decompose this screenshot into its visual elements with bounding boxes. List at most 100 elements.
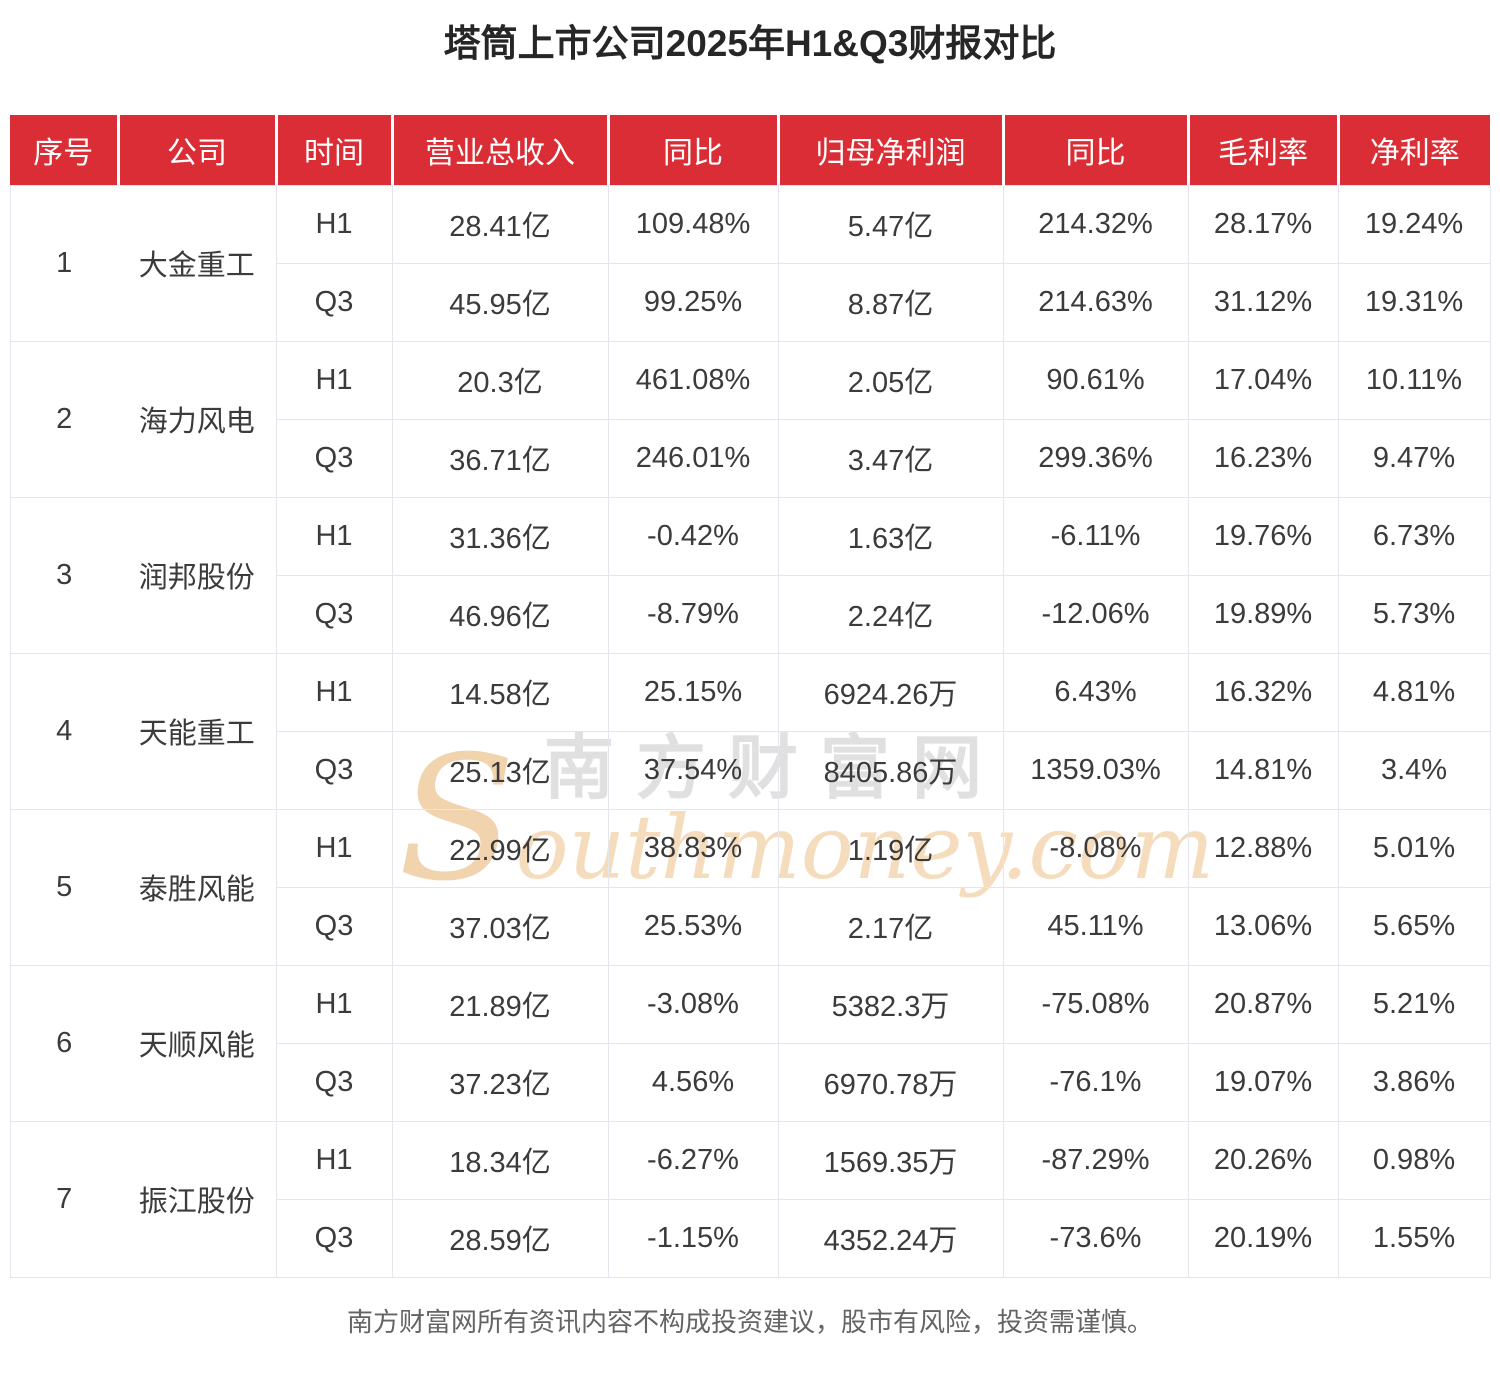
cell-profit-yoy: -76.1% [1002, 1042, 1189, 1122]
cell-net-margin: 10.11% [1337, 340, 1491, 420]
cell-period: H1 [275, 184, 393, 264]
cell-profit-yoy: 45.11% [1002, 886, 1189, 966]
cell-company-index: 6 [9, 964, 118, 1122]
cell-revenue-yoy: -0.42% [607, 496, 779, 576]
cell-revenue: 28.41亿 [391, 184, 609, 264]
cell-gross-margin: 19.07% [1187, 1042, 1339, 1122]
cell-gross-margin: 14.81% [1187, 730, 1339, 810]
table-row: 4 天能重工 H1 14.58亿 25.15% 6924.26万 6.43% 1… [9, 652, 1491, 810]
cell-net-margin: 3.4% [1337, 730, 1491, 810]
table-row: Q3 36.71亿 246.01% 3.47亿 299.36% 16.23% 9… [10, 418, 1491, 498]
cell-gross-margin: 20.26% [1187, 1120, 1339, 1200]
cell-revenue-yoy: 109.48% [607, 184, 779, 264]
cell-profit-yoy: -8.08% [1002, 808, 1189, 888]
cell-revenue: 46.96亿 [391, 574, 609, 654]
cell-profit-yoy: 6.43% [1002, 652, 1189, 732]
table-row: Q3 28.59亿 -1.15% 4352.24万 -73.6% 20.19% … [10, 1198, 1491, 1278]
table-row: Q3 46.96亿 -8.79% 2.24亿 -12.06% 19.89% 5.… [10, 574, 1491, 654]
cell-company-index: 1 [9, 184, 118, 342]
cell-company-name: 天顺风能 [118, 964, 277, 1122]
cell-period: Q3 [275, 418, 393, 498]
cell-revenue-yoy: 25.15% [607, 652, 779, 732]
cell-revenue: 21.89亿 [391, 964, 609, 1044]
cell-revenue: 45.95亿 [391, 262, 609, 342]
cell-company-index: 7 [9, 1120, 118, 1278]
cell-revenue: 14.58亿 [391, 652, 609, 732]
cell-gross-margin: 20.19% [1187, 1198, 1339, 1278]
cell-company-index: 3 [9, 496, 118, 654]
table-row: Q3 37.03亿 25.53% 2.17亿 45.11% 13.06% 5.6… [10, 886, 1491, 966]
table-row: 2 海力风电 H1 20.3亿 461.08% 2.05亿 90.61% 17.… [9, 340, 1491, 498]
cell-revenue-yoy: 246.01% [607, 418, 779, 498]
col-header-revenue-yoy: 同比 [608, 115, 780, 185]
cell-period: Q3 [275, 1198, 393, 1278]
cell-revenue-yoy: 99.25% [607, 262, 779, 342]
cell-revenue-yoy: 4.56% [607, 1042, 779, 1122]
cell-profit-yoy: 299.36% [1002, 418, 1189, 498]
cell-period: H1 [275, 808, 393, 888]
cell-net-margin: 5.73% [1337, 574, 1491, 654]
cell-gross-margin: 20.87% [1187, 964, 1339, 1044]
cell-net-margin: 19.24% [1337, 184, 1491, 264]
cell-net-margin: 5.65% [1337, 886, 1491, 966]
cell-company-name: 海力风电 [118, 340, 277, 498]
cell-net-profit: 6970.78万 [777, 1042, 1004, 1122]
cell-net-profit: 2.24亿 [777, 574, 1004, 654]
table-row: 5 泰胜风能 H1 22.99亿 38.83% 1.19亿 -8.08% 12.… [9, 808, 1491, 966]
cell-revenue-yoy: 38.83% [607, 808, 779, 888]
cell-net-margin: 1.55% [1337, 1198, 1491, 1278]
cell-revenue: 37.23亿 [391, 1042, 609, 1122]
col-header-index: 序号 [10, 115, 120, 185]
cell-revenue: 31.36亿 [391, 496, 609, 576]
page-title: 塔筒上市公司2025年H1&Q3财报对比 [443, 23, 1057, 64]
cell-period: Q3 [275, 1042, 393, 1122]
cell-net-margin: 19.31% [1337, 262, 1491, 342]
cell-period: H1 [275, 964, 393, 1044]
cell-net-margin: 6.73% [1337, 496, 1491, 576]
cell-gross-margin: 16.23% [1187, 418, 1339, 498]
disclaimer-text: 南方财富网所有资讯内容不构成投资建议，股市有风险，投资需谨慎。 [346, 1306, 1153, 1337]
cell-gross-margin: 17.04% [1187, 340, 1339, 420]
cell-gross-margin: 12.88% [1187, 808, 1339, 888]
cell-profit-yoy: -73.6% [1002, 1198, 1189, 1278]
cell-profit-yoy: -6.11% [1002, 496, 1189, 576]
cell-company-index: 4 [9, 652, 118, 810]
cell-profit-yoy: 214.32% [1002, 184, 1189, 264]
cell-net-margin: 5.01% [1337, 808, 1491, 888]
col-header-profit-yoy: 同比 [1003, 115, 1190, 185]
cell-revenue-yoy: 25.53% [607, 886, 779, 966]
col-header-period: 时间 [276, 115, 394, 185]
col-header-revenue: 营业总收入 [392, 115, 610, 185]
table-row: 3 润邦股份 H1 31.36亿 -0.42% 1.63亿 -6.11% 19.… [9, 496, 1491, 654]
cell-period: H1 [275, 340, 393, 420]
cell-profit-yoy: 214.63% [1002, 262, 1189, 342]
cell-net-margin: 9.47% [1337, 418, 1491, 498]
cell-company-name: 大金重工 [118, 184, 277, 342]
cell-revenue: 20.3亿 [391, 340, 609, 420]
col-header-net-profit: 归母净利润 [778, 115, 1005, 185]
cell-revenue-yoy: 37.54% [607, 730, 779, 810]
cell-revenue: 22.99亿 [391, 808, 609, 888]
cell-company-name: 润邦股份 [118, 496, 277, 654]
table-row: 6 天顺风能 H1 21.89亿 -3.08% 5382.3万 -75.08% … [9, 964, 1491, 1122]
header-row: 序号 公司 时间 营业总收入 同比 归母净利润 同比 毛利率 净利率 [10, 115, 1490, 185]
cell-revenue: 18.34亿 [391, 1120, 609, 1200]
cell-net-profit: 1.19亿 [777, 808, 1004, 888]
cell-revenue-yoy: -1.15% [607, 1198, 779, 1278]
cell-profit-yoy: -12.06% [1002, 574, 1189, 654]
cell-profit-yoy: -87.29% [1002, 1120, 1189, 1200]
cell-period: H1 [275, 1120, 393, 1200]
cell-gross-margin: 19.76% [1187, 496, 1339, 576]
cell-net-profit: 2.05亿 [777, 340, 1004, 420]
cell-revenue: 25.13亿 [391, 730, 609, 810]
cell-profit-yoy: 90.61% [1002, 340, 1189, 420]
cell-company-name: 振江股份 [118, 1120, 277, 1278]
col-header-gross-margin: 毛利率 [1188, 115, 1340, 185]
table-row: Q3 45.95亿 99.25% 8.87亿 214.63% 31.12% 19… [10, 262, 1491, 342]
cell-gross-margin: 31.12% [1187, 262, 1339, 342]
cell-company-index: 2 [9, 340, 118, 498]
cell-revenue: 28.59亿 [391, 1198, 609, 1278]
cell-net-profit: 1.63亿 [777, 496, 1004, 576]
table-row: Q3 25.13亿 37.54% 8405.86万 1359.03% 14.81… [10, 730, 1491, 810]
